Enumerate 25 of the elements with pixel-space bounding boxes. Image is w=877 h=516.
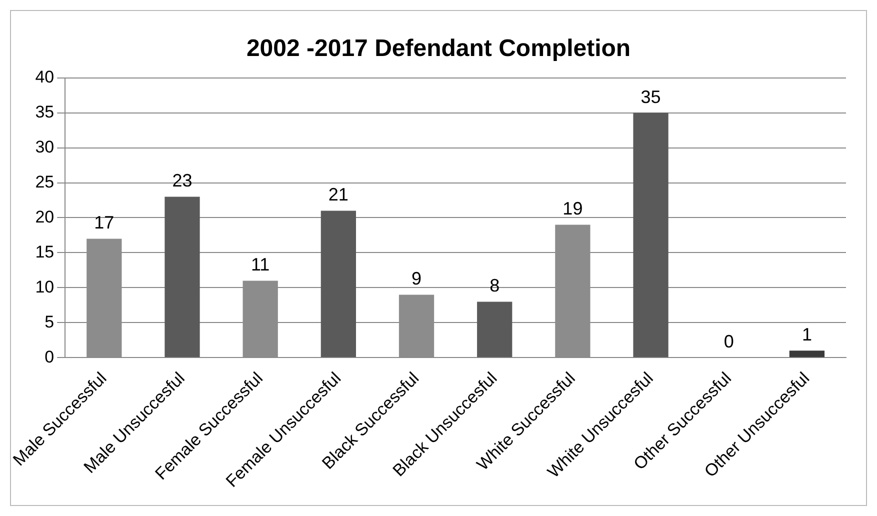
y-tick-label: 30	[35, 137, 54, 156]
y-tick-label: 20	[35, 207, 54, 226]
bar	[320, 210, 356, 358]
bar	[164, 196, 200, 358]
data-label: 17	[94, 212, 114, 233]
data-label: 19	[562, 198, 583, 219]
y-tick-label: 0	[44, 347, 54, 366]
data-label: 1	[802, 324, 812, 345]
y-tick-label: 40	[35, 67, 54, 86]
chart-title: 2002 -2017 Defendant Completion	[246, 35, 631, 62]
data-label: 23	[172, 170, 192, 191]
bar	[633, 112, 668, 358]
bar	[477, 302, 512, 358]
data-label: 0	[724, 332, 734, 352]
data-label: 11	[251, 254, 270, 275]
y-tick-label: 10	[35, 277, 54, 296]
data-label: 9	[412, 268, 422, 289]
y-tick-label: 35	[35, 102, 54, 122]
data-label: 21	[328, 184, 348, 205]
bar	[789, 350, 825, 358]
data-label: 35	[640, 86, 661, 107]
y-tick-label: 25	[35, 172, 54, 192]
y-tick-label: 5	[44, 312, 54, 332]
y-tick-label: 15	[35, 242, 54, 262]
data-label: 8	[490, 276, 500, 296]
